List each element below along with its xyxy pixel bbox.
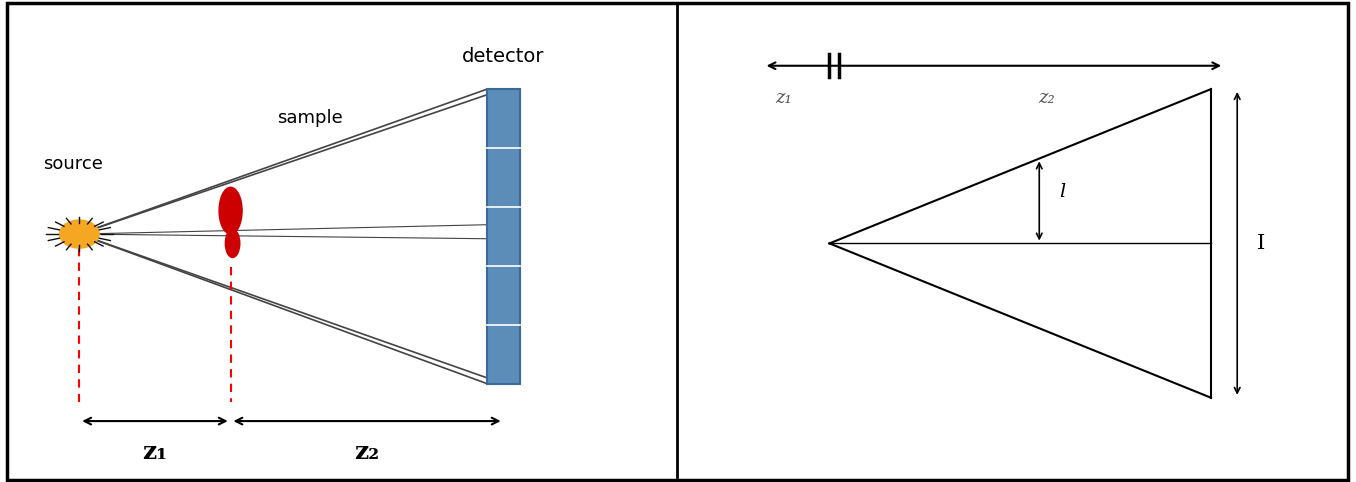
Text: z₂: z₂ (354, 440, 380, 464)
Text: z₁: z₁ (142, 440, 168, 464)
Text: z₁: z₁ (776, 89, 792, 107)
Circle shape (60, 220, 99, 248)
Bar (487, 89, 519, 384)
Ellipse shape (225, 229, 240, 257)
Text: detector: detector (462, 47, 545, 66)
Text: l: l (1059, 183, 1066, 201)
Ellipse shape (220, 187, 243, 234)
Text: source: source (43, 155, 103, 174)
Text: I: I (1257, 234, 1265, 253)
Text: z₂: z₂ (1039, 89, 1055, 107)
Text: sample: sample (277, 108, 342, 126)
